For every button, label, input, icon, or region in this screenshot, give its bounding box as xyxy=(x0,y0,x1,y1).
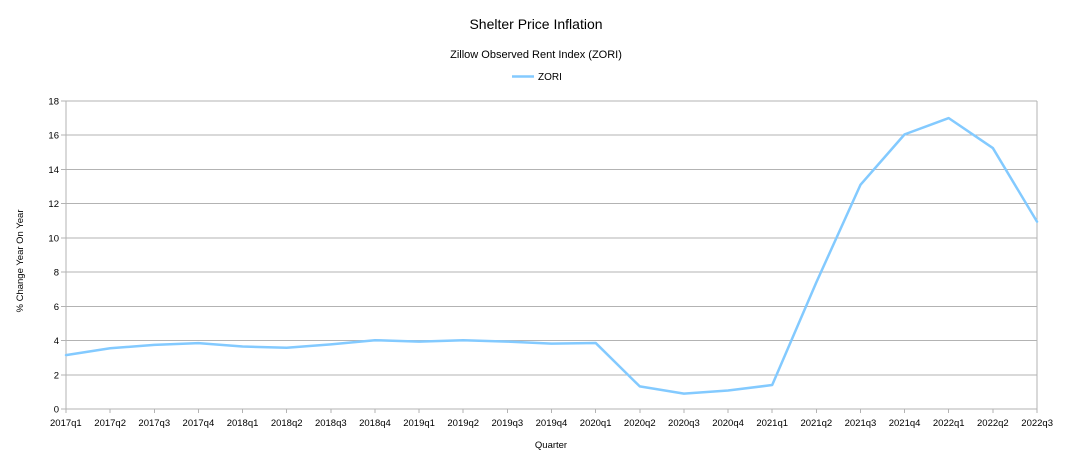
x-tick-label-2018q2: 2018q2 xyxy=(271,418,303,429)
y-tick-label-14: 14 xyxy=(48,165,59,176)
y-tick-label-10: 10 xyxy=(48,233,59,244)
chart-title: Shelter Price Inflation xyxy=(469,16,602,32)
x-tick-label-2020q1: 2020q1 xyxy=(580,418,612,429)
x-tick-label-2017q4: 2017q4 xyxy=(183,418,215,429)
y-tick-label-12: 12 xyxy=(48,199,59,210)
legend: ZORI xyxy=(512,72,562,83)
y-tick-label-8: 8 xyxy=(54,268,59,279)
x-tick-label-2018q4: 2018q4 xyxy=(359,418,391,429)
chart-subtitle: Zillow Observed Rent Index (ZORI) xyxy=(450,49,622,61)
y-tick-label-2: 2 xyxy=(54,370,59,381)
x-tick-label-2022q1: 2022q1 xyxy=(933,418,965,429)
x-tick-label-2018q1: 2018q1 xyxy=(227,418,259,429)
x-tick-label-2021q4: 2021q4 xyxy=(889,418,921,429)
x-tick-label-2017q2: 2017q2 xyxy=(94,418,126,429)
x-tick-label-2022q2: 2022q2 xyxy=(977,418,1009,429)
y-axis-ticks: 0 2 4 6 8 10 12 14 16 18 xyxy=(48,97,66,416)
y-tick-label-16: 16 xyxy=(48,131,59,142)
x-tick-label-2018q3: 2018q3 xyxy=(315,418,347,429)
x-tick-label-2019q2: 2019q2 xyxy=(447,418,479,429)
x-tick-label-2022q3: 2022q3 xyxy=(1021,418,1053,429)
x-tick-label-2021q1: 2021q1 xyxy=(756,418,788,429)
legend-label-zori: ZORI xyxy=(538,72,562,83)
y-tick-label-4: 4 xyxy=(54,336,59,347)
x-tick-label-2017q1: 2017q1 xyxy=(50,418,82,429)
grid-lines xyxy=(65,100,1038,410)
x-tick-label-2021q3: 2021q3 xyxy=(845,418,877,429)
x-tick-label-2019q4: 2019q4 xyxy=(536,418,568,429)
x-tick-label-2020q4: 2020q4 xyxy=(712,418,744,429)
plot-area xyxy=(64,116,1039,395)
x-axis-ticks: 2017q1 2017q2 2017q3 2017q4 2018q1 2018q2 2018… xyxy=(50,409,1053,429)
y-tick-label-0: 0 xyxy=(54,405,59,416)
y-tick-label-6: 6 xyxy=(54,302,59,313)
series-line-zori xyxy=(64,116,1039,395)
y-tick-label-18: 18 xyxy=(48,97,59,108)
x-tick-label-2019q3: 2019q3 xyxy=(492,418,524,429)
x-tick-label-2020q3: 2020q3 xyxy=(668,418,700,429)
x-tick-label-2021q2: 2021q2 xyxy=(800,418,832,429)
x-tick-label-2019q1: 2019q1 xyxy=(403,418,435,429)
x-axis-title: Quarter xyxy=(535,440,567,451)
y-axis-title: % Change Year On Year xyxy=(15,209,26,312)
x-tick-label-2017q3: 2017q3 xyxy=(138,418,170,429)
x-tick-label-2020q2: 2020q2 xyxy=(624,418,656,429)
